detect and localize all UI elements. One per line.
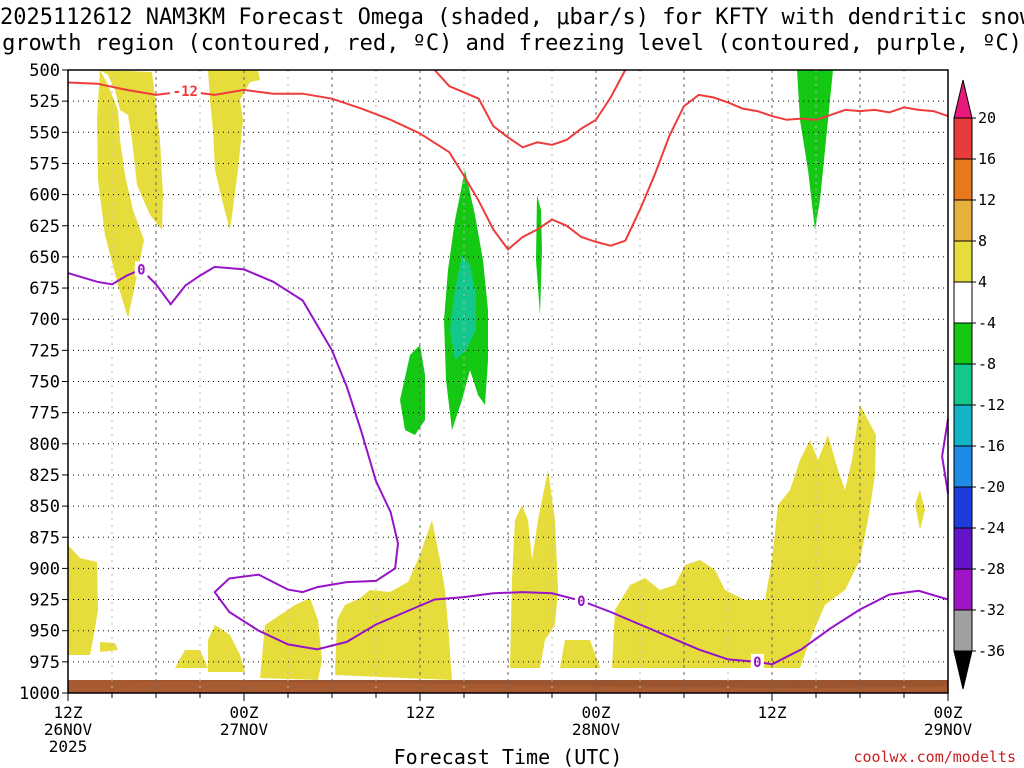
x-tick-date: 27NOV	[220, 720, 269, 739]
colorbar-label: -32	[978, 601, 1005, 619]
y-tick-label: 550	[29, 123, 60, 143]
contour-label-bg	[134, 261, 148, 277]
y-tick-label: 600	[29, 186, 60, 206]
chart-title-line1: 2025112612 NAM3KM Forecast Omega (shaded…	[0, 5, 1024, 30]
colorbar-segment	[953, 322, 973, 365]
contour-line	[941, 418, 949, 494]
contour-label: -12	[173, 84, 198, 100]
omega-region-positive	[915, 490, 925, 530]
x-tick-label: 00Z	[934, 703, 963, 722]
colorbar-label: 16	[978, 150, 996, 168]
contour-label: 0	[577, 594, 585, 610]
omega-region-positive	[612, 405, 876, 668]
colorbar-cap-bottom	[953, 650, 973, 690]
contour-line	[67, 265, 949, 666]
x-tick-label: 00Z	[582, 703, 611, 722]
contour-label: 0	[753, 655, 761, 671]
colorbar-segment	[953, 281, 973, 324]
credit-url: coolwx.com/modelts	[853, 748, 1016, 766]
colorbar-label: -20	[978, 478, 1005, 496]
colorbar-segment	[953, 445, 973, 488]
y-tick-label: 650	[29, 248, 60, 268]
colorbar-label: -28	[978, 560, 1005, 578]
x-tick-label: 12Z	[758, 703, 787, 722]
y-tick-label: 825	[29, 466, 60, 486]
colorbar-label: 20	[978, 109, 996, 127]
colorbar-cap-top	[953, 79, 973, 119]
y-tick-label: 700	[29, 310, 60, 330]
x-tick-label: 12Z	[406, 703, 435, 722]
colorbar-label: 4	[978, 273, 987, 291]
colorbar-label: 8	[978, 232, 987, 250]
y-tick-label: 850	[29, 497, 60, 517]
omega-region-positive	[208, 70, 260, 230]
omega-region-positive	[560, 640, 600, 668]
contour-label-bg	[169, 83, 201, 99]
colorbar-legend: 20 16 12 8 4 -4 -8 -12 -16 -20 -24 -28 -32 -36	[953, 79, 1005, 690]
x-tick-date: 26NOV	[44, 720, 93, 739]
omega-region-negative	[797, 70, 833, 230]
omega-region-negative	[400, 345, 425, 435]
x-tick-year: 2025	[49, 737, 88, 756]
omega-region-positive	[100, 70, 163, 230]
colorbar-label: -36	[978, 642, 1005, 660]
y-tick-label: 800	[29, 435, 60, 455]
colorbar-segment	[953, 404, 973, 447]
x-tick-date: 29NOV	[924, 720, 973, 739]
colorbar-label: 12	[978, 191, 996, 209]
omega-region-positive	[260, 598, 322, 680]
omega-shading	[68, 70, 925, 680]
colorbar-segment	[953, 363, 973, 406]
omega-region-negative	[536, 195, 542, 315]
y-tick-label: 900	[29, 559, 60, 579]
y-axis: 500 525 550 575 600 625 650 675 700 725 750 775 800 8…	[19, 61, 68, 704]
y-tick-label: 675	[29, 279, 60, 299]
colorbar-segment	[953, 117, 973, 160]
colorbar-segment	[953, 199, 973, 242]
chart-title-line2: growth region (contoured, red, ºC) and f…	[2, 31, 1022, 56]
colorbar-segment	[953, 609, 973, 652]
colorbar-label: -16	[978, 437, 1005, 455]
y-tick-label: 625	[29, 217, 60, 237]
x-axis-title: Forecast Time (UTC)	[394, 745, 623, 768]
omega-region-positive	[175, 650, 208, 668]
colorbar-segment	[953, 158, 973, 201]
colorbar-label: -12	[978, 396, 1005, 414]
y-tick-label: 725	[29, 341, 60, 361]
contour-labels: -12 0 0 0	[134, 83, 764, 671]
contour-line	[67, 81, 949, 251]
y-tick-label: 875	[29, 528, 60, 548]
contour-label-bg	[750, 653, 764, 669]
y-tick-label: 1000	[19, 684, 60, 704]
contour-line	[433, 69, 627, 149]
colorbar-label: -4	[978, 314, 996, 332]
colorbar-label: -8	[978, 355, 996, 373]
colorbar-segment	[953, 527, 973, 570]
colorbar-label: -24	[978, 519, 1005, 537]
contour-label-bg	[574, 592, 588, 608]
y-tick-label: 575	[29, 154, 60, 174]
x-tick-date: 28NOV	[572, 720, 621, 739]
y-tick-label: 950	[29, 622, 60, 642]
omega-region-positive	[510, 470, 558, 668]
omega-region-positive	[208, 625, 245, 672]
x-tick-label: 12Z	[54, 703, 83, 722]
colorbar-segment	[953, 568, 973, 611]
contour-label: 0	[137, 262, 145, 278]
colorbar-segment	[953, 486, 973, 529]
y-tick-label: 500	[29, 61, 60, 81]
chart-grid	[68, 70, 948, 693]
colorbar-segment	[953, 240, 973, 283]
y-tick-label: 750	[29, 373, 60, 393]
y-tick-label: 975	[29, 653, 60, 673]
y-tick-label: 775	[29, 404, 60, 424]
y-tick-label: 925	[29, 591, 60, 611]
omega-region-positive	[100, 642, 118, 652]
y-tick-label: 525	[29, 92, 60, 112]
contour-lines	[67, 69, 949, 666]
x-tick-label: 00Z	[230, 703, 259, 722]
omega-region-negative-strong	[450, 255, 476, 360]
